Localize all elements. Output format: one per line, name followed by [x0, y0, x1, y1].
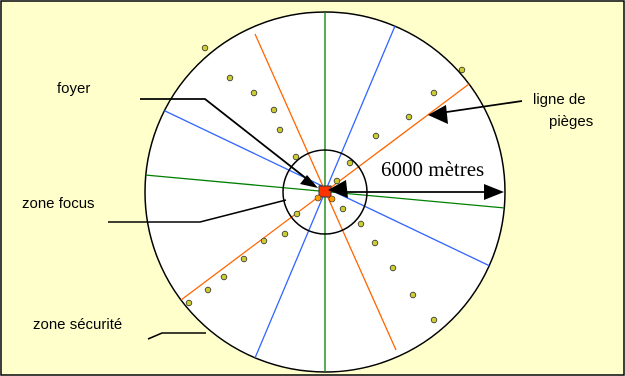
zone-securite-pointer-line — [147, 332, 206, 340]
ligne-pieges-arrow-line — [439, 100, 523, 114]
ligne-pieges-arrowhead — [428, 105, 448, 124]
trap-point — [371, 239, 379, 247]
outbreak-focus-marker — [314, 185, 336, 203]
foyer-arrowhead — [300, 175, 318, 188]
zone-focus-pointer-line — [108, 199, 287, 223]
trap-point — [389, 264, 397, 272]
pointers — [108, 98, 523, 340]
trap-point — [220, 273, 228, 281]
pieges-label: pièges — [549, 113, 593, 130]
trap-point — [292, 153, 300, 161]
trap-point — [346, 159, 354, 167]
trap-point — [185, 299, 193, 307]
trap-points — [185, 44, 466, 324]
trap-point — [372, 132, 380, 140]
trap-point — [430, 316, 438, 324]
trap-point — [430, 89, 438, 97]
trap-point — [276, 126, 284, 134]
trap-point — [250, 89, 258, 97]
distance-arrowhead-left — [328, 180, 348, 198]
trap-point — [226, 74, 234, 82]
trap-point — [201, 44, 209, 52]
zone-securite-label: zone sécurité — [33, 316, 122, 333]
trap-point — [409, 291, 417, 299]
zone-focus-label: zone focus — [22, 195, 95, 212]
trap-point — [260, 237, 268, 245]
trap-point — [357, 220, 365, 228]
trap-point — [293, 210, 301, 218]
distance-label: 6000 mètres — [381, 157, 484, 181]
ligne-de-label: ligne de — [533, 91, 586, 108]
trap-point — [458, 66, 466, 74]
trap-point — [270, 106, 278, 114]
trap-point — [240, 255, 248, 263]
foyer-pointer-line — [140, 98, 313, 184]
trap-point — [281, 230, 289, 238]
distance-arrowhead-right — [484, 184, 504, 200]
trap-point — [333, 177, 341, 185]
foyer-label: foyer — [57, 80, 90, 97]
trap-point — [204, 286, 212, 294]
trap-point — [339, 205, 347, 213]
trap-point — [405, 113, 413, 121]
